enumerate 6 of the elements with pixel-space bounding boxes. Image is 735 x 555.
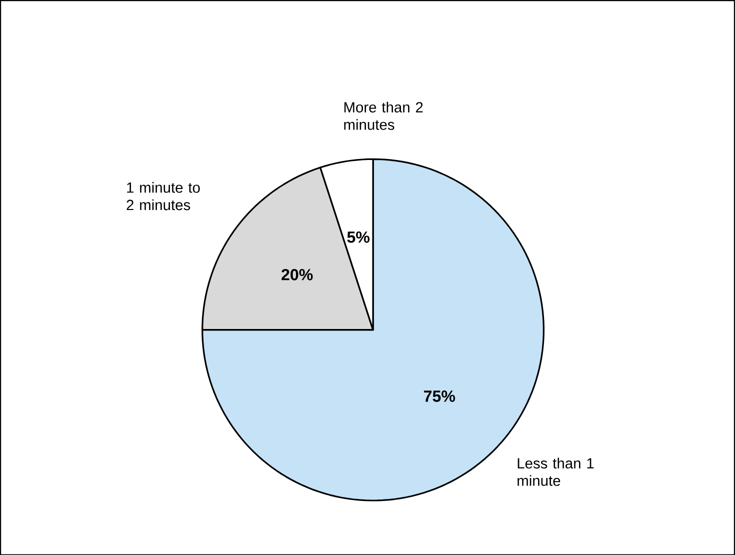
slice-label: More than 2 minutes (344, 102, 423, 130)
slice-label: 1 minute to 2 minutes (126, 182, 200, 210)
data-label: 75% (424, 390, 456, 402)
data-label: 5% (347, 231, 370, 243)
data-label: 20% (282, 268, 313, 280)
slice-label: Less than 1 minute (518, 458, 594, 486)
